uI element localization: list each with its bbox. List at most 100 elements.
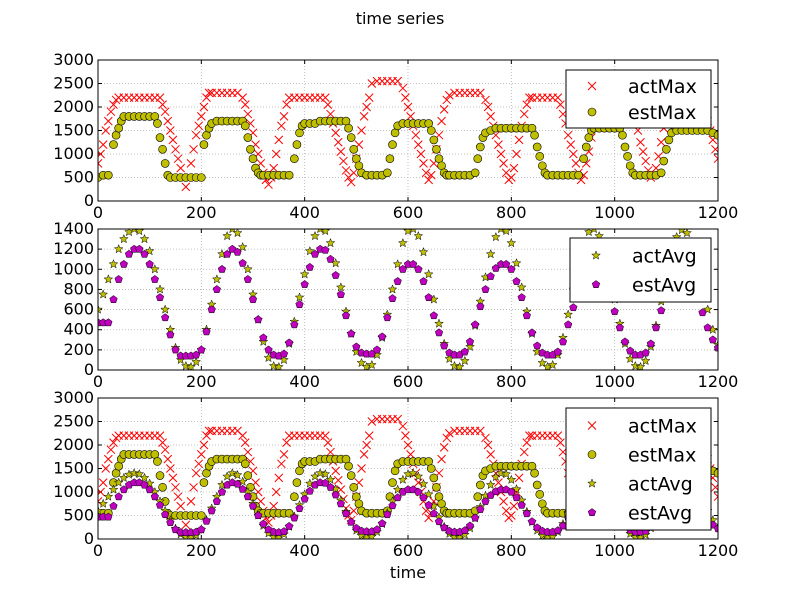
- data-point: [713, 468, 718, 478]
- legend-marker: [587, 508, 597, 516]
- data-point: [432, 482, 441, 492]
- data-point: [181, 182, 191, 192]
- subplot-3: 0 200 400 600 800 1000 1200 0 500 1000 1500 2000 250…: [53, 388, 738, 560]
- legend: actMax estMax: [565, 69, 712, 129]
- data-point: [242, 264, 253, 274]
- x-tick-label: 1200: [698, 203, 739, 222]
- axes-frame: [97, 228, 719, 371]
- data-point: [103, 116, 113, 126]
- data-point: [506, 474, 517, 484]
- data-point: [145, 259, 154, 268]
- data-point: [426, 126, 436, 135]
- data-point: [104, 170, 113, 180]
- y-tick-label: 2500: [53, 74, 94, 93]
- y-tick-label: 1500: [53, 459, 94, 478]
- data-point: [490, 231, 501, 242]
- data-point: [104, 512, 113, 521]
- x-tick-label: 0: [93, 372, 103, 391]
- data-point: [155, 293, 165, 301]
- data-point: [186, 159, 196, 168]
- data-point: [432, 145, 441, 154]
- data-point: [563, 309, 574, 319]
- data-point: [475, 426, 485, 436]
- data-point: [109, 140, 118, 149]
- data-point: [659, 156, 669, 166]
- legend-marker: [587, 107, 597, 117]
- data-point: [290, 513, 299, 522]
- data-point: [161, 510, 170, 519]
- data-point: [406, 450, 415, 459]
- data-point: [437, 116, 446, 126]
- y-tick-label: 500: [63, 506, 94, 525]
- data-point: [481, 285, 490, 293]
- data-point: [507, 264, 516, 273]
- data-point: [459, 355, 470, 366]
- y-tick-label: 2000: [53, 97, 94, 116]
- data-point: [439, 442, 449, 452]
- data-point: [393, 414, 403, 424]
- data-point: [571, 159, 581, 168]
- data-point: [465, 337, 475, 346]
- x-tick-label: 200: [186, 372, 217, 391]
- data-point: [191, 468, 201, 478]
- data-point: [535, 152, 545, 161]
- data-point: [331, 271, 340, 279]
- x-tick-label: 200: [186, 203, 217, 222]
- data-point: [199, 102, 209, 112]
- data-point: [409, 259, 418, 268]
- data-point: [532, 142, 542, 152]
- data-point: [708, 335, 717, 344]
- data-point: [150, 275, 159, 283]
- data-point: [323, 438, 333, 448]
- data-point: [346, 177, 356, 187]
- data-point: [211, 274, 222, 284]
- data-point: [232, 469, 243, 480]
- data-point: [646, 339, 655, 348]
- data-point: [362, 440, 372, 450]
- data-point: [305, 486, 314, 495]
- legend-box: [565, 69, 712, 129]
- data-point: [202, 516, 211, 525]
- data-point: [522, 311, 531, 320]
- data-point: [155, 500, 165, 509]
- data-point: [158, 438, 167, 448]
- data-point: [290, 320, 299, 329]
- data-point: [630, 360, 641, 370]
- data-point: [240, 121, 250, 131]
- data-point: [98, 159, 103, 168]
- data-point: [98, 149, 105, 159]
- data-point: [372, 345, 382, 354]
- data-point: [486, 112, 496, 121]
- data-point: [485, 479, 496, 490]
- data-point: [444, 90, 454, 100]
- data-point: [635, 361, 646, 370]
- data-point: [258, 336, 269, 347]
- data-point: [454, 361, 465, 370]
- data-point: [248, 295, 258, 303]
- data-point: [290, 492, 299, 502]
- data-point: [357, 464, 366, 473]
- data-point: [189, 144, 198, 154]
- data-point: [98, 487, 105, 497]
- data-point: [385, 154, 395, 163]
- data-point: [232, 229, 243, 238]
- data-point: [392, 484, 403, 494]
- data-point: [212, 497, 221, 505]
- data-point: [483, 102, 493, 112]
- data-point: [564, 320, 573, 329]
- data-point: [284, 170, 294, 180]
- data-point: [569, 303, 578, 312]
- data-point: [465, 341, 475, 352]
- data-point: [502, 259, 511, 268]
- data-point: [481, 497, 490, 505]
- x-tick-label: 1200: [698, 541, 739, 560]
- data-point: [139, 472, 150, 483]
- data-point: [320, 431, 330, 440]
- data-point: [620, 142, 630, 152]
- data-point: [294, 292, 305, 302]
- legend-marker: [587, 81, 597, 91]
- data-point: [516, 282, 527, 292]
- data-point: [153, 119, 162, 128]
- data-point: [499, 497, 508, 506]
